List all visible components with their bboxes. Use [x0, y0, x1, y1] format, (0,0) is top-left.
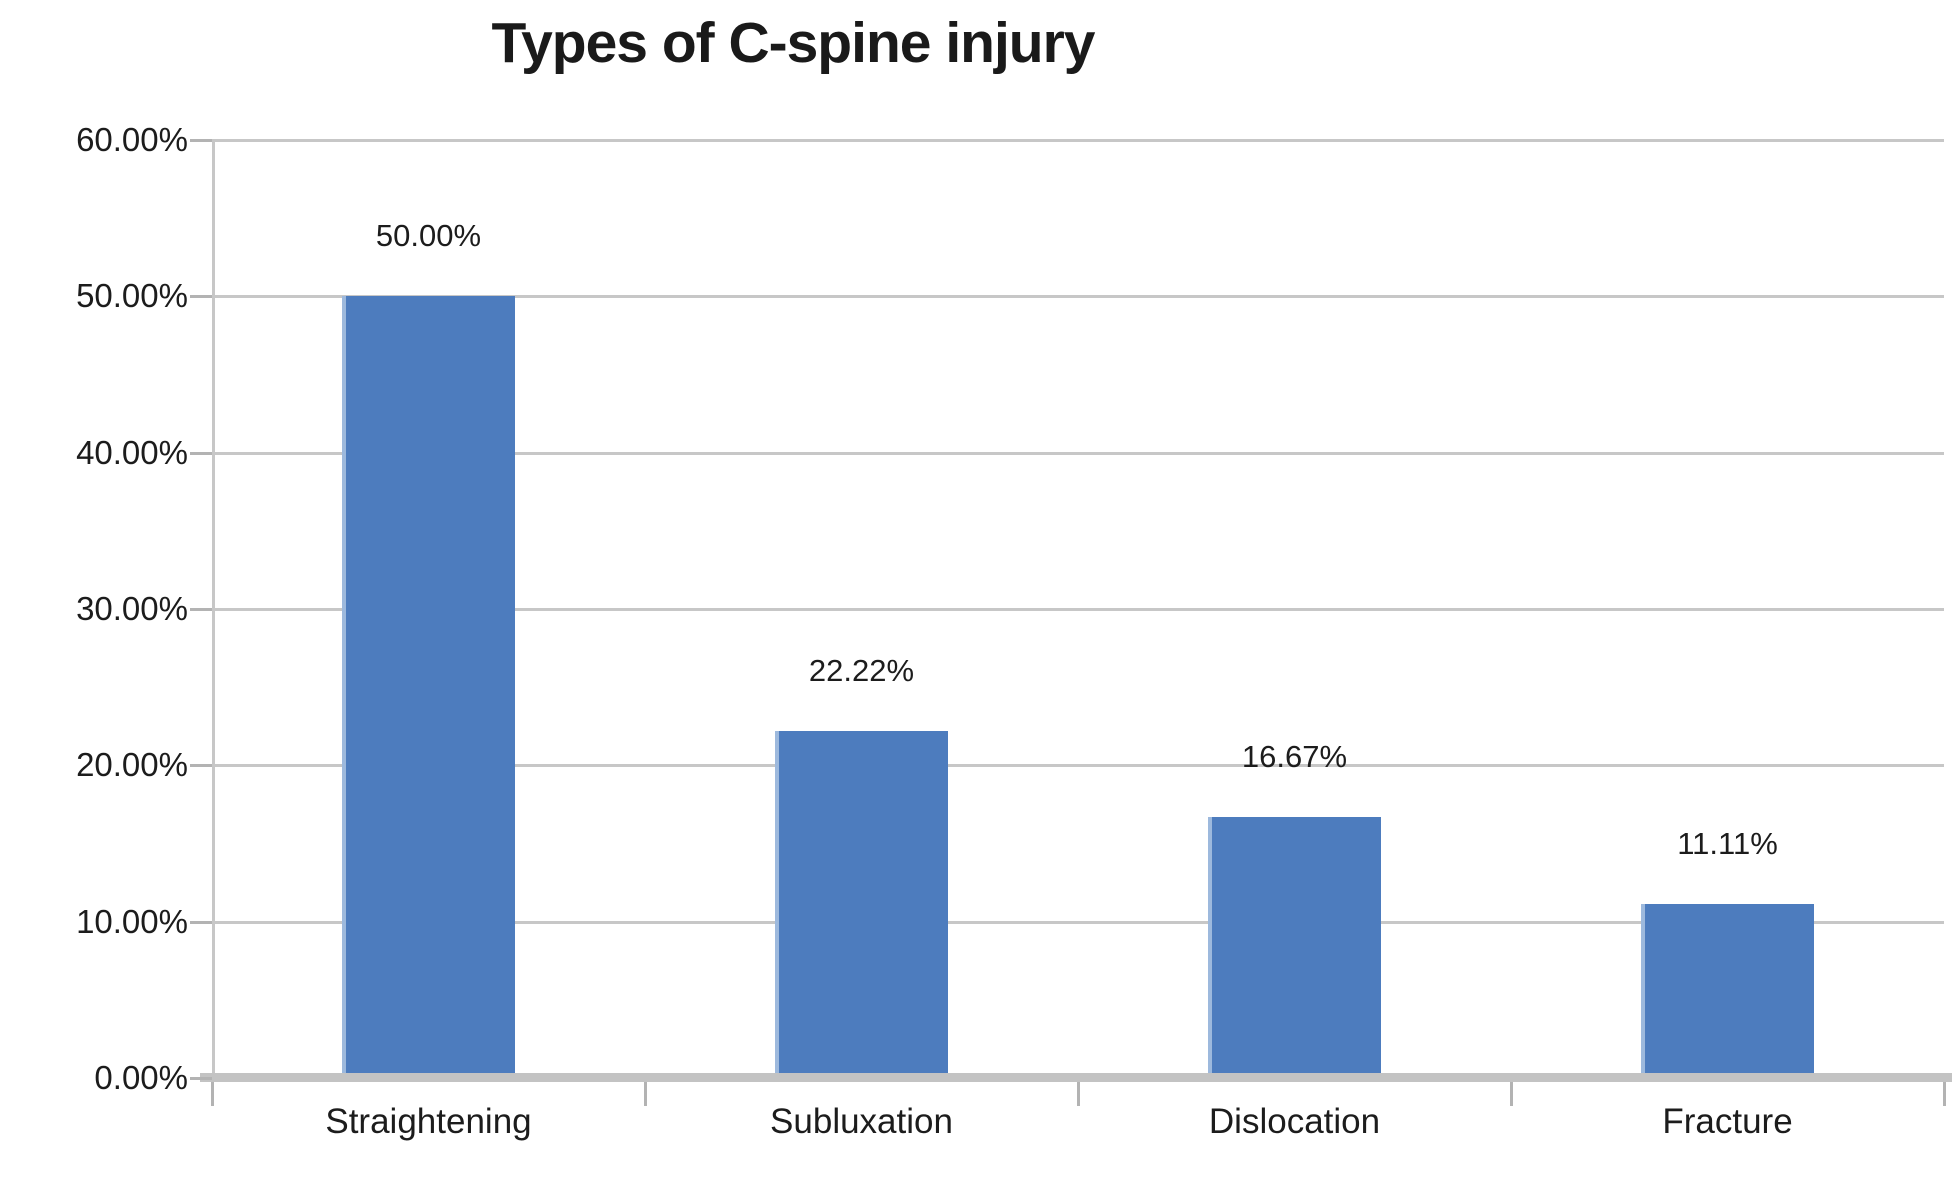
bar-fracture: [1641, 904, 1814, 1078]
bar-subluxation: [775, 731, 948, 1078]
x-axis-tick-1: [644, 1082, 647, 1106]
gridline-20: [212, 764, 1944, 768]
y-axis-tick-50: [190, 295, 212, 299]
gridline-60: [212, 139, 1944, 142]
chart-title: Types of C-spine injury: [491, 11, 1095, 75]
x-axis-tick-3: [1510, 1082, 1513, 1106]
gridline-50: [212, 295, 1944, 299]
y-axis-label-50: 50.00%: [76, 277, 188, 315]
y-axis-tick-60: [190, 139, 212, 142]
y-axis-label-60: 60.00%: [76, 121, 188, 158]
y-axis-label-30: 30.00%: [76, 590, 188, 627]
y-axis-label-40: 40.00%: [76, 433, 188, 471]
x-axis-label-dislocation: Dislocation: [1208, 1102, 1381, 1141]
y-axis-label-10: 10.00%: [76, 902, 188, 940]
y-axis-tick-10: [190, 920, 212, 924]
plot-area: [212, 139, 1944, 1078]
bar-value-label-straightening: 50.00%: [375, 218, 482, 254]
bar-value-label-subluxation: 22.22%: [808, 652, 915, 688]
gridline-30: [212, 608, 1944, 611]
y-axis-label-0: 0.00%: [94, 1059, 188, 1096]
bar-value-label-fracture: 11.11%: [1677, 826, 1778, 862]
x-axis-baseline: [200, 1073, 1952, 1082]
bar-dislocation: [1208, 817, 1381, 1078]
x-axis-tick-4: [1943, 1082, 1946, 1106]
gridline-10: [212, 920, 1944, 924]
y-axis-tick-0: [190, 1077, 212, 1080]
x-axis-tick-0: [211, 1082, 214, 1106]
y-axis-tick-20: [190, 764, 212, 768]
gridline-40: [212, 451, 1944, 455]
y-axis-tick-30: [190, 608, 212, 611]
y-axis-tick-40: [190, 451, 212, 455]
bar-straightening: [342, 296, 515, 1078]
x-axis-label-fracture: Fracture: [1662, 1102, 1793, 1141]
x-axis-tick-2: [1077, 1082, 1080, 1106]
x-axis-label-straightening: Straightening: [325, 1102, 532, 1141]
x-axis-label-subluxation: Subluxation: [770, 1102, 953, 1141]
y-axis-label-20: 20.00%: [76, 746, 188, 784]
bar-value-label-dislocation: 16.67%: [1241, 739, 1348, 775]
